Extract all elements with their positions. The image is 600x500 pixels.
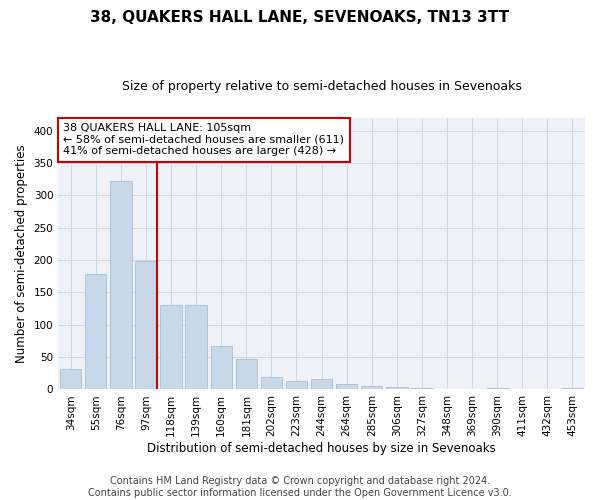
Bar (160, 306, 182, 390)
Bar (562, 388, 583, 390)
Bar (236, 359, 257, 390)
Bar (336, 384, 358, 390)
Bar (386, 387, 407, 390)
Text: 38, QUAKERS HALL LANE, SEVENOAKS, TN13 3TT: 38, QUAKERS HALL LANE, SEVENOAKS, TN13 3… (91, 10, 509, 25)
Bar (311, 379, 332, 390)
Bar (60, 369, 82, 390)
Bar (261, 376, 282, 390)
Bar (136, 262, 157, 390)
Bar (85, 274, 106, 390)
Bar (110, 180, 131, 390)
Bar (361, 386, 382, 390)
Bar (211, 346, 232, 390)
Bar (286, 381, 307, 390)
Text: 38 QUAKERS HALL LANE: 105sqm
← 58% of semi-detached houses are smaller (611)
41%: 38 QUAKERS HALL LANE: 105sqm ← 58% of se… (64, 123, 344, 156)
Y-axis label: Number of semi-detached properties: Number of semi-detached properties (15, 144, 28, 363)
Bar (537, 389, 558, 390)
Bar (185, 306, 207, 390)
Text: Contains HM Land Registry data © Crown copyright and database right 2024.
Contai: Contains HM Land Registry data © Crown c… (88, 476, 512, 498)
X-axis label: Distribution of semi-detached houses by size in Sevenoaks: Distribution of semi-detached houses by … (147, 442, 496, 455)
Title: Size of property relative to semi-detached houses in Sevenoaks: Size of property relative to semi-detach… (122, 80, 521, 93)
Bar (487, 388, 508, 390)
Bar (411, 388, 433, 390)
